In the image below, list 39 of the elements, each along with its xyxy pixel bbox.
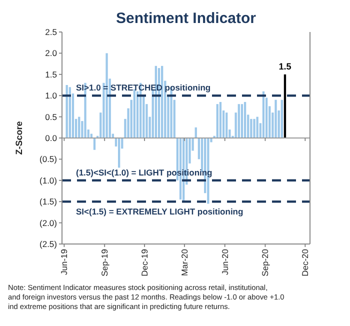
ref-line-label: SI<(1.5) = EXTREMELY LIGHT positioning [76,206,244,217]
y-axis-title: Z-Score [14,121,24,155]
bar [118,138,120,168]
bar [284,74,286,138]
y-tick-label: 0.0 [45,132,58,143]
data-label: 1.5 [278,61,292,72]
bar [219,102,222,138]
y-tick-label: 0.5 [45,112,58,122]
bar [133,89,136,138]
x-tick-label: Dec-19 [140,248,150,276]
bar [226,112,228,138]
y-tick-label: (2.0) [40,218,58,228]
chart-title: Sentiment Indicator [116,10,256,27]
bar [238,104,240,138]
x-tick-label: Mar-20 [179,248,190,276]
bar [274,100,277,138]
y-tick-label: 1.5 [45,69,58,80]
y-tick-label: (1.0) [40,175,58,186]
bar [253,118,256,138]
x-tick-label: Jun-19 [59,248,70,275]
y-tick-label: 2.5 [45,26,58,37]
bar [240,104,244,138]
y-tick-label: 1.0 [45,90,58,101]
bar [78,116,80,138]
bar [93,138,96,150]
bar [256,116,258,138]
x-tick-label: Sep-19 [100,248,110,276]
x-tick-label: Jun-20 [220,248,230,275]
bar [280,100,283,138]
x-tick-label: Dec-20 [300,248,310,276]
x-tick-label: Sep-20 [260,248,270,276]
bar [244,102,246,138]
y-tick-label: 2.0 [45,48,58,58]
bar [216,104,218,138]
y-tick-label: (0.5) [40,154,58,164]
ref-line-label: (1.5)<SI<(1.0) = LIGHT positioning [76,167,212,178]
y-tick-label: (1.5) [40,196,58,207]
bar [250,118,252,138]
y-tick-label: (2.5) [40,238,58,249]
